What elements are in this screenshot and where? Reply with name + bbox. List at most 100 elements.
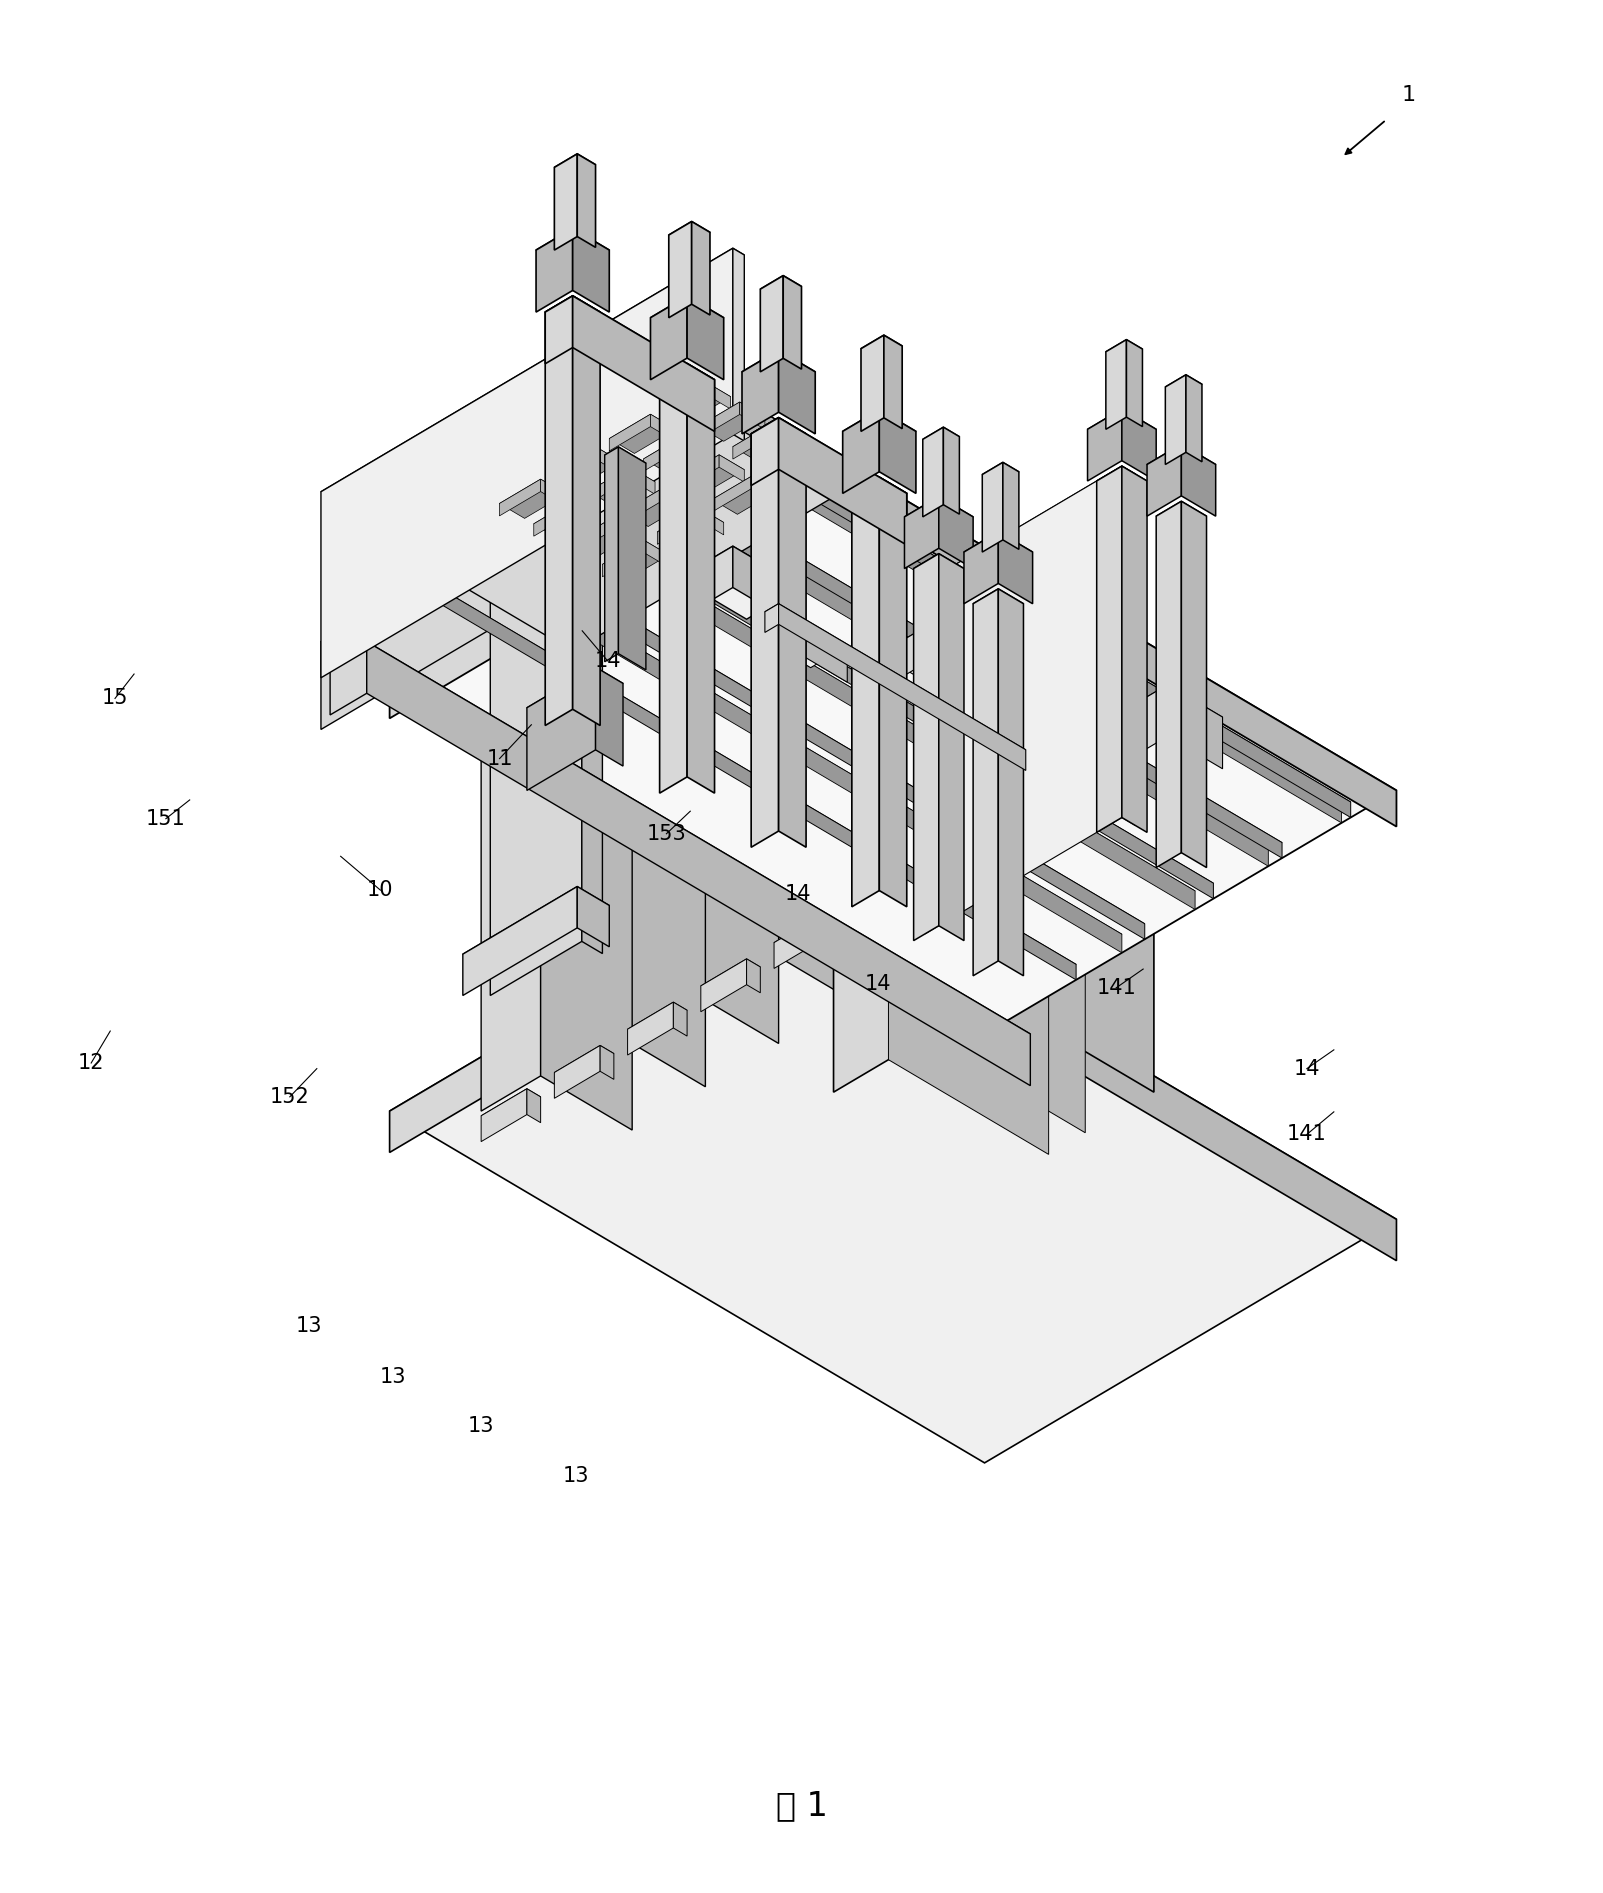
Text: 图 1: 图 1 <box>776 1789 827 1821</box>
Polygon shape <box>619 447 646 670</box>
Polygon shape <box>577 153 596 248</box>
Polygon shape <box>720 454 744 483</box>
Polygon shape <box>733 422 800 462</box>
Polygon shape <box>963 532 1032 572</box>
Polygon shape <box>851 477 880 907</box>
Polygon shape <box>640 483 651 507</box>
Polygon shape <box>691 221 710 314</box>
Polygon shape <box>628 596 688 1024</box>
Polygon shape <box>540 490 550 511</box>
Polygon shape <box>330 642 367 716</box>
Polygon shape <box>914 553 963 583</box>
Polygon shape <box>1181 502 1207 867</box>
Polygon shape <box>500 479 566 519</box>
Polygon shape <box>1087 409 1122 481</box>
Polygon shape <box>535 229 609 273</box>
Polygon shape <box>491 471 603 538</box>
Polygon shape <box>481 683 632 772</box>
Polygon shape <box>1122 685 1223 744</box>
Polygon shape <box>609 415 675 454</box>
Polygon shape <box>412 380 710 587</box>
Polygon shape <box>628 596 779 685</box>
Polygon shape <box>705 382 731 409</box>
Polygon shape <box>481 1088 527 1141</box>
Polygon shape <box>609 415 651 451</box>
Polygon shape <box>701 960 760 994</box>
Polygon shape <box>471 532 481 553</box>
Polygon shape <box>651 483 1268 867</box>
Polygon shape <box>555 1045 600 1098</box>
Polygon shape <box>701 960 747 1011</box>
Polygon shape <box>851 477 907 509</box>
Polygon shape <box>914 553 939 941</box>
Polygon shape <box>904 496 939 568</box>
Polygon shape <box>843 409 880 494</box>
Polygon shape <box>710 380 870 505</box>
Polygon shape <box>555 640 705 729</box>
Polygon shape <box>1106 339 1143 362</box>
Polygon shape <box>925 466 1135 591</box>
Polygon shape <box>603 540 668 579</box>
Polygon shape <box>1156 502 1207 532</box>
Polygon shape <box>712 439 723 464</box>
Polygon shape <box>644 540 668 568</box>
Polygon shape <box>1003 462 1020 549</box>
Polygon shape <box>880 409 915 494</box>
Polygon shape <box>412 380 870 651</box>
Text: 151: 151 <box>146 808 186 829</box>
Text: 12: 12 <box>79 1053 104 1073</box>
Polygon shape <box>491 471 582 996</box>
Polygon shape <box>733 248 744 441</box>
Polygon shape <box>699 401 765 441</box>
Polygon shape <box>779 418 907 545</box>
Polygon shape <box>609 451 1282 848</box>
Polygon shape <box>404 572 412 593</box>
Polygon shape <box>843 409 915 452</box>
Polygon shape <box>699 401 739 439</box>
Polygon shape <box>555 447 596 483</box>
Text: 13: 13 <box>380 1367 406 1388</box>
Polygon shape <box>760 276 784 371</box>
Polygon shape <box>471 532 1145 929</box>
Polygon shape <box>1167 685 1223 769</box>
Polygon shape <box>492 570 1122 941</box>
Polygon shape <box>412 572 1076 981</box>
Polygon shape <box>768 443 834 483</box>
Polygon shape <box>752 418 779 848</box>
Polygon shape <box>834 604 1154 795</box>
Polygon shape <box>1013 808 1074 844</box>
Polygon shape <box>983 462 1020 485</box>
Polygon shape <box>367 642 1031 1087</box>
Polygon shape <box>463 886 577 996</box>
Polygon shape <box>834 604 994 1092</box>
Polygon shape <box>481 683 540 1111</box>
Text: 1: 1 <box>1401 85 1415 106</box>
Polygon shape <box>582 471 603 954</box>
Polygon shape <box>999 589 1023 975</box>
Text: 14: 14 <box>785 884 811 903</box>
Polygon shape <box>535 229 572 312</box>
Polygon shape <box>604 447 646 471</box>
Polygon shape <box>939 553 963 941</box>
Polygon shape <box>733 398 802 526</box>
Polygon shape <box>664 382 731 420</box>
Polygon shape <box>688 596 779 1043</box>
Polygon shape <box>678 454 744 494</box>
Polygon shape <box>733 422 774 460</box>
Polygon shape <box>983 462 1003 553</box>
Polygon shape <box>760 553 851 1000</box>
Polygon shape <box>1031 646 1076 710</box>
Polygon shape <box>880 632 962 681</box>
Polygon shape <box>1148 445 1181 517</box>
Polygon shape <box>566 526 1196 897</box>
Polygon shape <box>802 439 1396 827</box>
Polygon shape <box>1087 409 1156 451</box>
Polygon shape <box>1165 375 1186 464</box>
Polygon shape <box>765 604 1026 757</box>
Polygon shape <box>609 521 635 547</box>
Text: 14: 14 <box>595 651 620 670</box>
Polygon shape <box>390 439 1396 1034</box>
Polygon shape <box>624 487 664 524</box>
Polygon shape <box>802 867 1396 1261</box>
Polygon shape <box>802 619 848 681</box>
